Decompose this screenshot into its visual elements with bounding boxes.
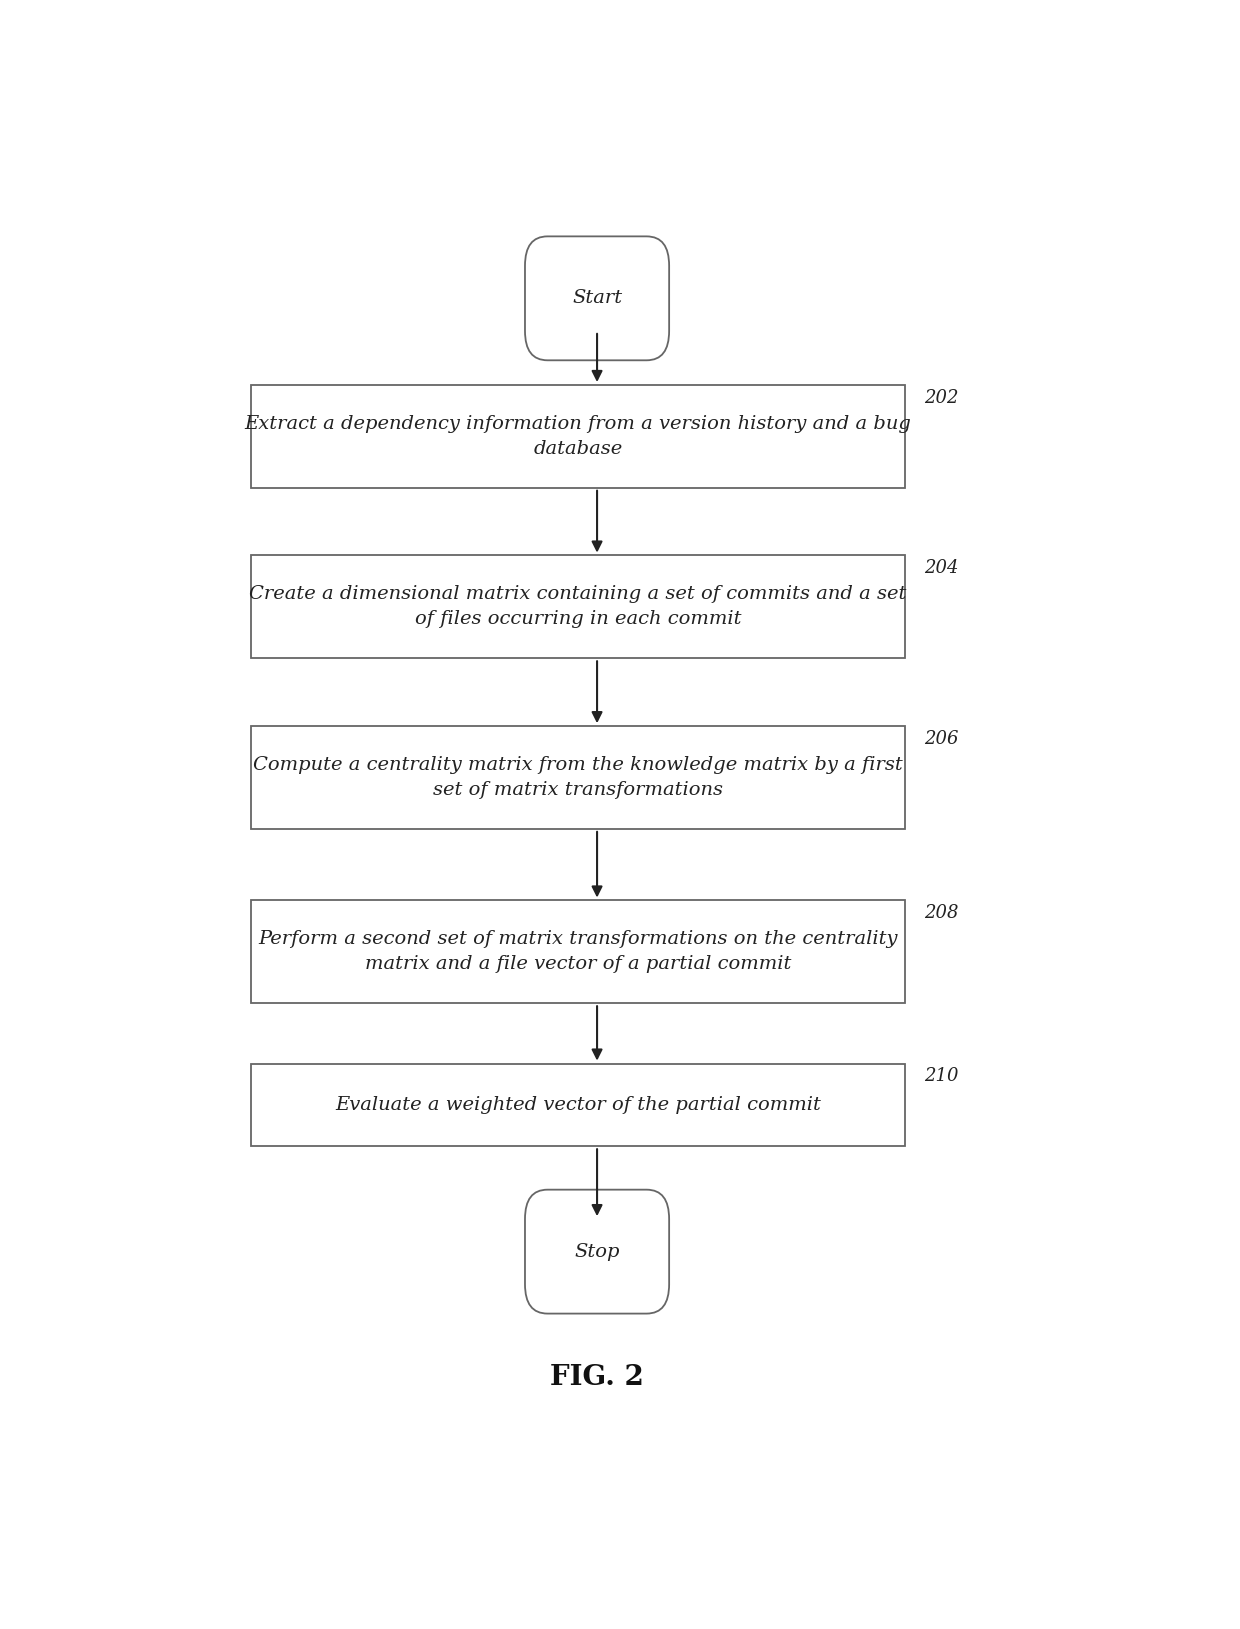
Text: 204: 204 xyxy=(924,559,959,577)
Text: Extract a dependency information from a version history and a bug
database: Extract a dependency information from a … xyxy=(244,415,911,458)
Bar xyxy=(250,727,904,829)
Text: 206: 206 xyxy=(924,730,959,748)
Text: Perform a second set of matrix transformations on the centrality
matrix and a fi: Perform a second set of matrix transform… xyxy=(258,930,898,974)
Text: Stop: Stop xyxy=(574,1243,620,1261)
Bar xyxy=(250,901,904,1003)
Text: Compute a centrality matrix from the knowledge matrix by a first
set of matrix t: Compute a centrality matrix from the kno… xyxy=(253,756,903,798)
Bar xyxy=(250,555,904,658)
Text: Evaluate a weighted vector of the partial commit: Evaluate a weighted vector of the partia… xyxy=(335,1096,821,1114)
Text: FIG. 2: FIG. 2 xyxy=(551,1363,644,1391)
Text: 208: 208 xyxy=(924,904,959,922)
Bar xyxy=(250,1064,904,1145)
Bar xyxy=(250,384,904,487)
FancyBboxPatch shape xyxy=(525,1189,670,1313)
Text: 210: 210 xyxy=(924,1067,959,1085)
Text: Start: Start xyxy=(572,290,622,308)
Text: Create a dimensional matrix containing a set of commits and a set
of files occur: Create a dimensional matrix containing a… xyxy=(249,585,906,629)
Text: 202: 202 xyxy=(924,389,959,407)
FancyBboxPatch shape xyxy=(525,236,670,360)
